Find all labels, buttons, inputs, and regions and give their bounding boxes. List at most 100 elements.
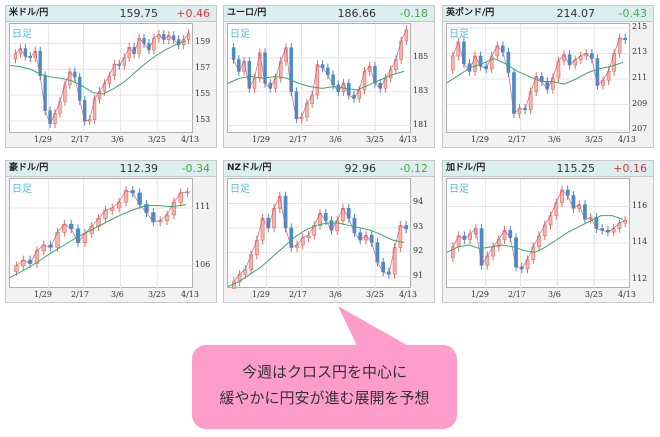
pair-change: -0.12 <box>399 162 428 175</box>
x-axis-tick: 2/17 <box>289 135 307 144</box>
x-axis-tick: 2/17 <box>71 290 89 299</box>
x-axis-tick: 2/17 <box>508 135 526 144</box>
timeframe-label: 日足 <box>449 29 469 40</box>
chart-panel[interactable]: 加ドル/円 115.25 +0.16 日足 116 114 112 1/29 2/17 3… <box>442 160 654 303</box>
x-axis-tick: 3/6 <box>329 290 342 299</box>
chart-plot: 日足 <box>227 178 412 289</box>
x-axis-tick: 4/13 <box>618 135 636 144</box>
y-axis-tick: 112 <box>632 273 648 283</box>
pair-change: +0.16 <box>613 162 647 175</box>
chart-panel[interactable]: 豪ドル/円 112.39 -0.34 日足 111 106 1/29 2/17 3/6 3… <box>5 160 217 303</box>
timeframe-label: 日足 <box>449 184 469 195</box>
y-axis-tick: 159 <box>195 37 211 47</box>
pair-price: 214.07 <box>556 7 596 20</box>
y-axis-tick: 116 <box>632 200 648 210</box>
y-axis-tick: 183 <box>413 85 429 95</box>
x-axis-tick: 4/13 <box>399 290 417 299</box>
timeframe-label: 日足 <box>230 29 250 40</box>
y-axis-tick: 111 <box>195 201 211 211</box>
x-axis-tick: 4/13 <box>618 290 636 299</box>
pair-change: +0.46 <box>176 7 210 20</box>
pair-change: -0.18 <box>399 7 428 20</box>
y-axis-tick: 114 <box>632 237 648 247</box>
callout-bubble: 今週はクロス円を中心に 緩やかに円安が進む展開を予想 <box>192 345 457 429</box>
pair-name: ユーロ/円 <box>227 8 267 18</box>
timeframe-label: 日足 <box>230 184 250 195</box>
y-axis-tick: 185 <box>413 51 429 61</box>
x-axis-tick: 4/13 <box>399 135 417 144</box>
candlestick-chart <box>228 179 412 289</box>
pair-name: 加ドル/円 <box>446 163 486 173</box>
callout-line-2: 緩やかに円安が進む展開を予想 <box>219 389 430 407</box>
x-axis-tick: 3/25 <box>585 135 603 144</box>
y-axis-tick: 215 <box>632 21 648 31</box>
chart-plot: 日足 <box>227 23 412 134</box>
callout-text: 今週はクロス円を中心に 緩やかに円安が進む展開を予想 <box>192 359 457 411</box>
x-axis-tick: 3/25 <box>148 135 166 144</box>
candlestick-chart <box>447 24 631 134</box>
chart-panel[interactable]: 英ポンド/円 214.07 -0.43 日足 215 213 211 209 207 1/… <box>442 5 654 148</box>
x-axis-tick: 3/25 <box>585 290 603 299</box>
y-axis-tick: 92 <box>413 246 424 256</box>
timeframe-label: 日足 <box>12 184 32 195</box>
chart-panel[interactable]: ユーロ/円 186.66 -0.18 日足 185 183 181 1/29 2/17 3… <box>223 5 435 148</box>
x-axis-tick: 2/17 <box>289 290 307 299</box>
x-axis-tick: 3/6 <box>548 290 561 299</box>
x-axis-tick: 1/29 <box>34 290 52 299</box>
y-axis-tick: 153 <box>195 115 211 125</box>
chart-plot: 日足 <box>9 23 194 134</box>
pair-price: 112.39 <box>119 162 159 175</box>
chart-plot: 日足 <box>9 178 194 289</box>
pair-change: -0.34 <box>181 162 210 175</box>
x-axis-tick: 1/29 <box>471 135 489 144</box>
callout-line-1: 今週はクロス円を中心に <box>241 363 407 381</box>
panel-header: 英ポンド/円 214.07 -0.43 <box>443 6 653 22</box>
x-axis-tick: 3/6 <box>329 135 342 144</box>
x-axis-tick: 2/17 <box>71 135 89 144</box>
pair-price: 115.25 <box>556 162 596 175</box>
timeframe-label: 日足 <box>12 29 32 40</box>
candlestick-chart <box>10 179 194 289</box>
x-axis-tick: 1/29 <box>34 135 52 144</box>
x-axis-tick: 1/29 <box>252 135 270 144</box>
panel-header: ユーロ/円 186.66 -0.18 <box>224 6 434 22</box>
x-axis-tick: 3/25 <box>366 135 384 144</box>
x-axis-tick: 3/6 <box>111 290 124 299</box>
pair-name: 米ドル/円 <box>9 8 49 18</box>
chart-panel[interactable]: 米ドル/円 159.75 +0.46 日足 159 157 155 153 1/29 2/… <box>5 5 217 148</box>
panel-header: 加ドル/円 115.25 +0.16 <box>443 161 653 177</box>
pair-name: 英ポンド/円 <box>446 8 495 18</box>
y-axis-tick: 155 <box>195 89 211 99</box>
panel-header: 豪ドル/円 112.39 -0.34 <box>6 161 216 177</box>
y-axis-tick: 91 <box>413 270 424 280</box>
x-axis-tick: 4/13 <box>181 135 199 144</box>
panel-header: 米ドル/円 159.75 +0.46 <box>6 6 216 22</box>
x-axis-tick: 2/17 <box>508 290 526 299</box>
chart-panel[interactable]: NZドル/円 92.96 -0.12 日足 94 93 92 91 1/29 2/17 3/… <box>223 160 435 303</box>
candlestick-chart <box>228 24 412 134</box>
x-axis-tick: 1/29 <box>471 290 489 299</box>
pair-price: 186.66 <box>337 7 377 20</box>
chart-plot: 日足 <box>446 23 631 134</box>
y-axis-tick: 106 <box>195 259 211 269</box>
pair-name: 豪ドル/円 <box>9 163 49 173</box>
y-axis-tick: 211 <box>632 73 648 82</box>
pair-name: NZドル/円 <box>227 163 272 173</box>
y-axis-tick: 213 <box>632 47 648 57</box>
x-axis-tick: 3/6 <box>111 135 124 144</box>
pair-price: 92.96 <box>344 162 377 175</box>
panel-header: NZドル/円 92.96 -0.12 <box>224 161 434 177</box>
y-axis-tick: 157 <box>195 63 211 73</box>
y-axis-tick: 207 <box>632 124 648 134</box>
y-axis-tick: 94 <box>413 197 424 207</box>
y-axis-tick: 209 <box>632 98 648 108</box>
candlestick-chart <box>10 24 194 134</box>
pair-change: -0.43 <box>618 7 647 20</box>
y-axis-tick: 181 <box>413 119 429 129</box>
x-axis-tick: 4/13 <box>181 290 199 299</box>
chart-plot: 日足 <box>446 178 631 289</box>
x-axis-tick: 1/29 <box>252 290 270 299</box>
x-axis-tick: 3/25 <box>148 290 166 299</box>
x-axis-tick: 3/6 <box>548 135 561 144</box>
y-axis-tick: 93 <box>413 221 424 231</box>
